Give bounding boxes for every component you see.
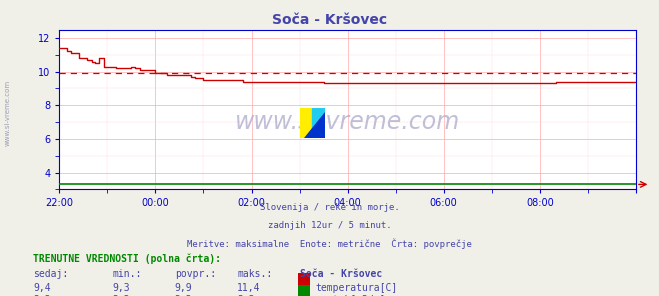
Text: Soča - Kršovec: Soča - Kršovec bbox=[272, 13, 387, 27]
Text: pretok[m3/s]: pretok[m3/s] bbox=[315, 295, 386, 296]
Text: 9,3: 9,3 bbox=[112, 283, 130, 293]
Text: Soča - Kršovec: Soča - Kršovec bbox=[300, 269, 382, 279]
Text: sedaj:: sedaj: bbox=[33, 269, 68, 279]
Text: 3,3: 3,3 bbox=[237, 295, 255, 296]
Text: 9,9: 9,9 bbox=[175, 283, 192, 293]
Text: TRENUTNE VREDNOSTI (polna črta):: TRENUTNE VREDNOSTI (polna črta): bbox=[33, 253, 221, 263]
Text: Slovenija / reke in morje.: Slovenija / reke in morje. bbox=[260, 203, 399, 212]
Text: www.si-vreme.com: www.si-vreme.com bbox=[235, 110, 460, 134]
Text: 11,4: 11,4 bbox=[237, 283, 261, 293]
Text: zadnjih 12ur / 5 minut.: zadnjih 12ur / 5 minut. bbox=[268, 221, 391, 229]
Text: www.si-vreme.com: www.si-vreme.com bbox=[5, 79, 11, 146]
Text: 3,3: 3,3 bbox=[33, 295, 51, 296]
Text: maks.:: maks.: bbox=[237, 269, 272, 279]
Bar bbox=[300, 108, 312, 138]
Text: povpr.:: povpr.: bbox=[175, 269, 215, 279]
Polygon shape bbox=[304, 112, 325, 138]
Text: 3,3: 3,3 bbox=[175, 295, 192, 296]
Text: Meritve: maksimalne  Enote: metrične  Črta: povprečje: Meritve: maksimalne Enote: metrične Črta… bbox=[187, 238, 472, 249]
Text: 9,4: 9,4 bbox=[33, 283, 51, 293]
Text: temperatura[C]: temperatura[C] bbox=[315, 283, 397, 293]
Bar bbox=[312, 108, 325, 138]
Text: min.:: min.: bbox=[112, 269, 142, 279]
Text: 3,3: 3,3 bbox=[112, 295, 130, 296]
